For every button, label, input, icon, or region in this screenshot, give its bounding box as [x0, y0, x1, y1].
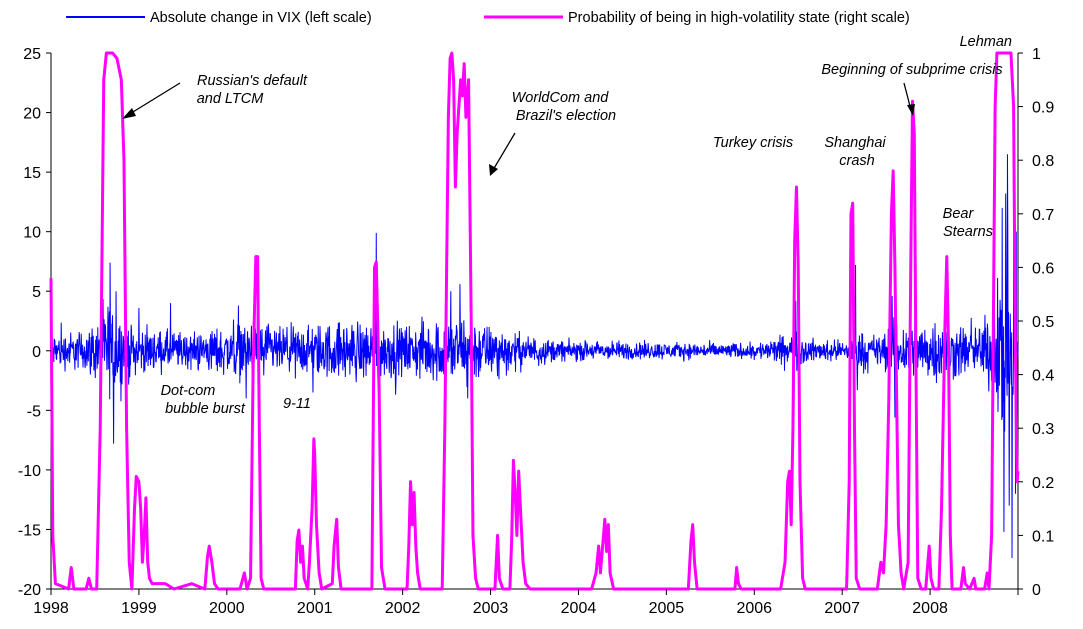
x-axis-ticks: 1998 1999 2000 2001 2002 2003 2004 2005 2006 2007… — [33, 589, 1019, 617]
x-tick-label: 2002 — [385, 600, 421, 617]
x-tick-label: 2006 — [736, 600, 772, 617]
probability-line — [49, 51, 1020, 591]
annotation-arrowhead-russian — [122, 108, 136, 119]
x-tick-label: 1999 — [121, 600, 157, 617]
left-tick-label: 10 — [23, 225, 41, 242]
annotation-shanghai-line-1: Shanghai — [824, 135, 886, 151]
right-tick-label: 0.5 — [1032, 314, 1054, 331]
vix-line — [50, 154, 1019, 559]
left-tick-label: 15 — [23, 165, 41, 182]
right-tick-label: 0.8 — [1032, 153, 1054, 170]
annotation-worldcom-line-1: WorldCom and — [512, 90, 610, 106]
x-tick-label: 2004 — [561, 600, 597, 617]
annotation-arrowhead-subprime — [907, 104, 915, 116]
left-tick-label: -10 — [18, 463, 41, 480]
legend: Absolute change in VIX (left scale) Prob… — [66, 10, 910, 26]
annotation-dotcom: Dot-com bubble burst — [161, 383, 246, 417]
annotation-bear-stearns: Bear Stearns — [943, 206, 993, 240]
left-tick-label: 5 — [32, 284, 41, 301]
right-tick-label: 0.1 — [1032, 528, 1054, 545]
right-y-axis-ticks: 1 0.9 0.8 0.7 0.6 0.5 0.4 0.3 0.2 0.1 0 — [1018, 46, 1054, 599]
legend-label-probability: Probability of being in high-volatility … — [568, 10, 910, 26]
annotation-dotcom-line-2: bubble burst — [165, 401, 246, 417]
x-tick-label: 2005 — [649, 600, 685, 617]
annotation-arrow-worldcom — [492, 132, 516, 171]
right-tick-label: 0.2 — [1032, 475, 1054, 492]
annotation-russian-default-line-2: and LTCM — [197, 91, 265, 107]
annotation-shanghai-line-2: crash — [839, 153, 874, 169]
annotation-worldcom: WorldCom and Brazil's election — [512, 90, 617, 124]
annotation-arrowhead-worldcom — [489, 164, 498, 176]
annotation-shanghai: Shanghai crash — [824, 135, 889, 169]
annotation-dotcom-line-1: Dot-com — [161, 383, 216, 399]
annotation-lehman: Lehman — [960, 34, 1012, 50]
annotation-9-11: 9-11 — [283, 396, 311, 412]
left-tick-label: 0 — [32, 344, 41, 361]
right-tick-label: 0.7 — [1032, 207, 1054, 224]
left-tick-label: -15 — [18, 522, 41, 539]
annotation-subprime: Beginning of subprime crisis — [821, 62, 1002, 78]
vix-series — [50, 154, 1019, 559]
x-tick-label: 2008 — [912, 600, 948, 617]
x-tick-label: 2003 — [473, 600, 509, 617]
x-tick-label: 1998 — [33, 600, 69, 617]
annotation-russian-default: Russian's default and LTCM — [197, 73, 311, 107]
legend-label-vix: Absolute change in VIX (left scale) — [150, 10, 372, 26]
right-tick-label: 0.6 — [1032, 260, 1054, 277]
right-tick-label: 0.3 — [1032, 421, 1054, 438]
left-tick-label: -5 — [27, 403, 41, 420]
annotation-worldcom-line-2: Brazil's election — [516, 108, 616, 124]
annotation-russian-default-line-1: Russian's default — [197, 73, 308, 89]
right-tick-label: 0 — [1032, 582, 1041, 599]
annotation-turkey: Turkey crisis — [713, 135, 793, 151]
right-tick-label: 1 — [1032, 46, 1041, 63]
right-tick-label: 0.9 — [1032, 100, 1054, 117]
probability-series — [49, 51, 1020, 591]
x-tick-label: 2007 — [824, 600, 860, 617]
left-tick-label: 20 — [23, 106, 41, 123]
annotation-arrow-russian — [127, 82, 181, 116]
left-tick-label: -20 — [18, 582, 41, 599]
annotation-bear-stearns-line-1: Bear — [943, 206, 975, 222]
x-tick-label: 2001 — [297, 600, 333, 617]
right-tick-label: 0.4 — [1032, 368, 1054, 385]
left-tick-label: 25 — [23, 46, 41, 63]
plot-area — [49, 51, 1020, 591]
left-y-axis-ticks: 25 20 15 10 5 0 -5 -10 -15 -20 — [18, 46, 51, 599]
x-tick-label: 2000 — [209, 600, 245, 617]
annotations: Russian's default and LTCM WorldCom and … — [122, 34, 1012, 417]
annotation-bear-stearns-line-2: Stearns — [943, 224, 993, 240]
